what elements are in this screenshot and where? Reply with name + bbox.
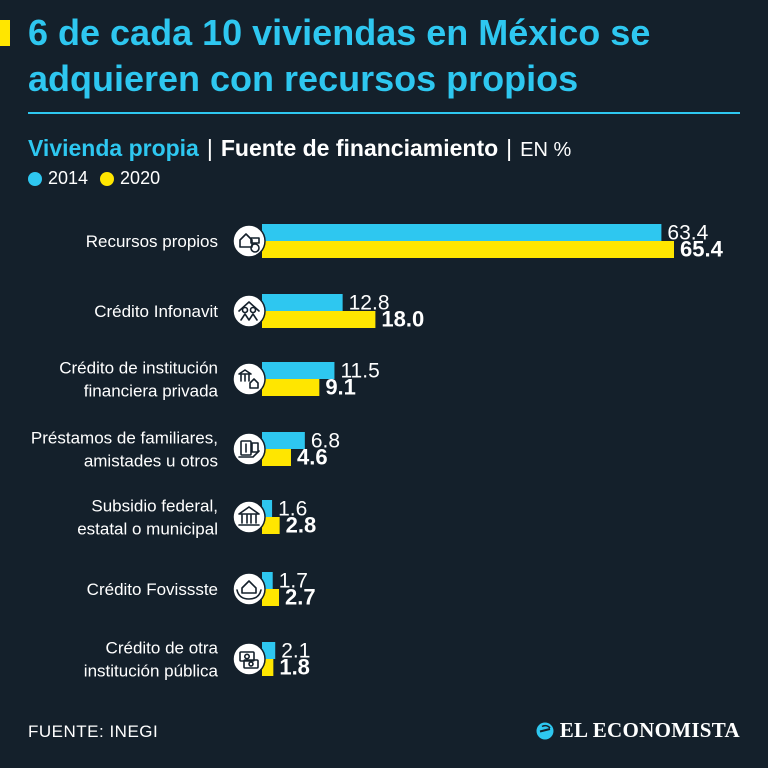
cash-hand-icon [232,432,266,466]
house-money-icon [232,224,266,258]
data-label-2014: 6.8 [311,430,340,453]
subtitle-separator: | [206,135,213,161]
money-bills-icon [232,642,266,676]
bar-2014 [262,362,335,379]
economista-logo-icon [536,722,554,739]
data-label-2014: 11.5 [340,360,379,383]
data-label-2020: 2.7 [285,585,316,610]
legend-item-2020: 2020 [100,168,160,189]
category-label: Recursos propios [86,232,218,251]
legend-item-2014: 2014 [28,168,88,189]
brand: EL ECONOMISTA [536,718,740,743]
category-group: 1.72.7 Crédito Fovissste [87,570,316,610]
category-label: amistades u otros [84,452,218,471]
bar-2014 [262,294,343,311]
government-building-icon [232,500,266,534]
bar-2020 [262,659,274,676]
data-label-2014: 1.7 [279,570,308,593]
bar-2014 [262,642,276,659]
data-label-2020: 9.1 [325,375,356,400]
bank-house-icon [232,362,266,396]
data-label-2020: 4.6 [297,445,328,470]
brand-name: EL ECONOMISTA [559,718,740,742]
bar-2020 [262,311,376,328]
legend-label-2020: 2020 [120,168,161,188]
legend-dot-2014 [28,171,42,186]
source-note: FUENTE: INEGI [28,722,159,741]
data-label-2020: 2.8 [286,513,317,538]
category-label: Préstamos de familiares, [31,429,218,448]
category-group: 1.62.8 Subsidio federal, estatal o municip… [77,497,316,539]
category-group: 12.818.0 Crédito Infonavit [94,292,424,332]
category-label: financiera privada [84,382,219,401]
data-label-2014: 2.1 [281,640,310,663]
category-label: institución pública [84,662,219,681]
bar-2014 [262,432,305,449]
title-divider [28,112,740,114]
bar-2014 [262,224,662,241]
bar-2020 [262,449,291,466]
data-label-2020: 65.4 [680,237,724,262]
bar-2020 [262,241,674,258]
accent-bar [0,20,10,46]
bar-2014 [262,572,273,589]
bar-2020 [262,379,320,396]
data-label-2014: 63.4 [667,222,708,245]
data-label-2020: 18.0 [381,307,424,332]
category-label: Crédito Fovissste [87,580,218,599]
category-group: 11.59.1 Crédito de institución financiera … [59,359,380,401]
legend-dot-2020 [100,171,115,186]
bar-2014 [262,500,273,517]
data-label-2014: 12.8 [349,292,390,315]
data-label-2020: 1.8 [279,655,310,680]
chart-legend: 2014 2020 [28,168,172,189]
legend-label-2014: 2014 [48,168,89,188]
category-label: estatal o municipal [77,520,218,539]
category-label: Crédito de otra [106,639,219,658]
fovissste-icon [232,572,266,606]
category-group: 2.11.8 Crédito de otra institución pública [84,639,311,681]
subtitle-secondary: Fuente de financiamiento [220,135,499,161]
category-label: Crédito de institución [59,359,218,378]
category-group: 6.84.6 Préstamos de familiares, amistades … [31,429,340,471]
infonavit-icon [232,294,266,328]
bar-2020 [262,517,280,534]
subtitle-separator: | [506,135,513,161]
category-label: Subsidio federal, [91,497,218,516]
subtitle-unit: EN % [520,139,572,161]
category-label: Crédito Infonavit [94,302,218,321]
subtitle-main: Vivienda propia [28,135,199,161]
chart-subtitle: Vivienda propia | Fuente de financiamiento… [28,134,571,164]
data-label-2014: 1.6 [278,498,307,521]
bar-2020 [262,589,280,606]
page-title: 6 de cada 10 viviendas en México se adqu… [28,12,651,99]
category-group: 63.465.4 Recursos propios [86,222,724,262]
